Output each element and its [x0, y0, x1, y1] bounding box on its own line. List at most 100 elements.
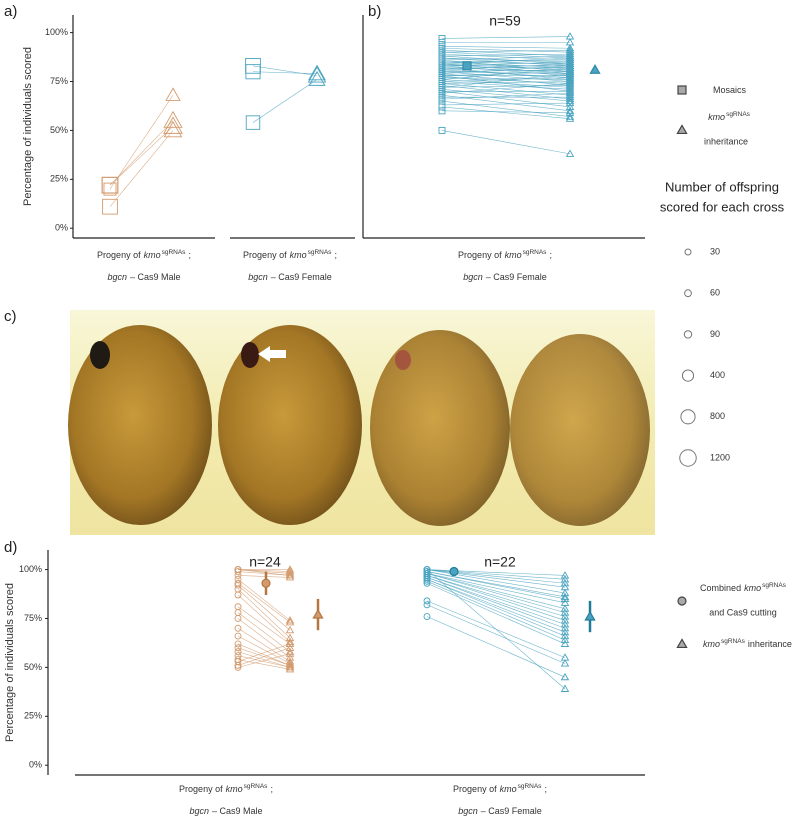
circle-marker — [234, 571, 242, 579]
pair-line — [441, 130, 571, 155]
pair-line — [426, 575, 566, 617]
pair-line — [237, 569, 291, 574]
triangle-marker — [285, 616, 295, 624]
label-part: – Cas9 Female — [271, 272, 332, 282]
pupa — [510, 334, 650, 526]
label-part: ; — [334, 250, 337, 260]
triangle-marker — [163, 110, 183, 128]
label-part: ; — [544, 784, 547, 794]
pair-line — [426, 571, 566, 600]
label-part: Combined — [700, 583, 741, 593]
pupa — [68, 325, 212, 525]
pair-line — [441, 100, 571, 118]
pair-line — [441, 77, 571, 80]
pair-line — [441, 45, 571, 49]
eye — [241, 342, 259, 368]
triangle-marker — [560, 616, 570, 624]
label-part: sgRNAs — [762, 582, 787, 589]
size-legend-label: 1200 — [710, 452, 730, 462]
photo — [68, 310, 655, 535]
pair-line — [426, 604, 566, 664]
pair-line — [426, 581, 566, 641]
pair-line — [237, 659, 291, 670]
circle-marker — [234, 624, 242, 632]
label: Progeny of kmosgRNAs; — [453, 783, 547, 795]
label-part: Progeny of — [179, 784, 223, 794]
label-part: kmo — [703, 639, 720, 649]
circle-marker — [423, 613, 431, 620]
triangle-marker — [560, 635, 570, 644]
triangle-marker — [560, 571, 570, 579]
pair-line — [426, 575, 566, 621]
label: Combined kmosgRNAs — [700, 582, 787, 594]
pupa — [218, 325, 362, 525]
triangle-marker — [560, 639, 570, 647]
label-part: kmo — [505, 250, 522, 260]
circle-marker — [234, 640, 242, 648]
pair-line — [441, 71, 571, 82]
triangle-marker — [565, 94, 575, 103]
label-part: bgcn — [463, 272, 483, 282]
label: bgcn – Cas9 Female — [248, 272, 332, 282]
size-legend-circle — [684, 289, 692, 298]
circle-marker — [423, 601, 431, 609]
triangle-marker — [560, 574, 570, 583]
square-marker — [101, 177, 119, 194]
label: kmosgRNAs — [708, 111, 751, 123]
panel-label: c) — [4, 308, 17, 325]
pair-line — [237, 579, 291, 621]
circle-marker — [234, 591, 242, 599]
label-part: bgcn — [107, 272, 127, 282]
pair-line — [441, 36, 571, 39]
pair-line — [441, 83, 571, 94]
circle-marker — [423, 597, 431, 605]
triangle-marker — [308, 70, 326, 86]
label-part: ; — [188, 250, 191, 260]
square-marker — [438, 126, 446, 134]
pair-line — [426, 579, 566, 637]
label-part: sgRNAs — [721, 638, 746, 645]
triangle-marker — [560, 578, 570, 587]
label-part: kmo — [144, 250, 161, 260]
pair-line — [441, 83, 571, 96]
label-part: ; — [549, 250, 552, 260]
triangle-marker — [560, 619, 570, 628]
pair-line — [426, 573, 566, 609]
label-part: kmo — [500, 784, 517, 794]
label-part: sgRNAs — [518, 783, 543, 790]
pair-line — [441, 94, 571, 112]
pair-line — [426, 571, 566, 598]
square-marker — [245, 115, 261, 130]
square-marker — [103, 182, 117, 196]
circle-marker — [677, 596, 687, 606]
pair-line — [441, 92, 571, 100]
y-tick-label: 0% — [29, 760, 42, 770]
triangle-marker — [307, 66, 327, 83]
y-tick-label: 75% — [24, 613, 42, 623]
pair-line — [237, 651, 291, 668]
y-tick-label: 50% — [50, 125, 68, 135]
circle-marker — [234, 632, 242, 640]
size-legend-label: 800 — [710, 411, 725, 421]
triangle-marker — [584, 610, 596, 621]
eye — [90, 341, 110, 369]
label-part: ; — [270, 784, 273, 794]
label: bgcn – Cas9 Male — [189, 806, 262, 816]
y-tick-label: 100% — [45, 27, 68, 37]
pair-line — [237, 571, 291, 576]
label-part: – Cas9 Female — [481, 806, 542, 816]
triangle-marker — [560, 594, 570, 602]
label: Progeny of kmosgRNAs; — [179, 783, 273, 795]
triangle-marker — [312, 608, 324, 619]
label-part: bgcn — [189, 806, 209, 816]
circle-marker — [234, 568, 242, 575]
pair-line — [441, 77, 571, 82]
pair-line — [441, 49, 571, 53]
label: Progeny of kmosgRNAs; — [97, 249, 191, 261]
circle-marker — [449, 566, 459, 577]
pair-line — [252, 65, 318, 76]
pair-line — [426, 577, 566, 625]
label-part: kmo — [226, 784, 243, 794]
triangle-marker — [285, 663, 295, 671]
circle-marker — [234, 661, 242, 669]
